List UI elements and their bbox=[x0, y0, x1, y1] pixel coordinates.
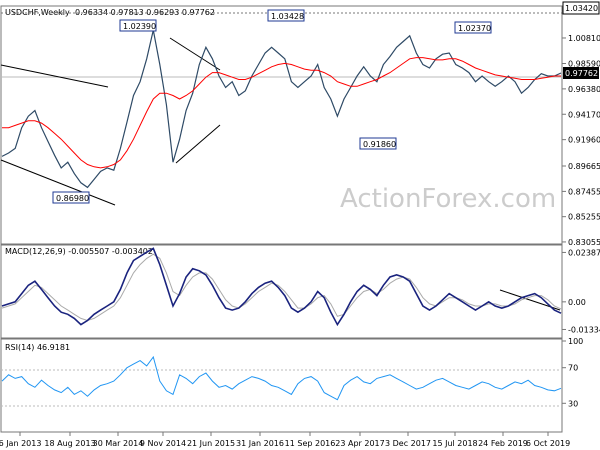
rsi-plot-area bbox=[0, 338, 563, 433]
macd-tick-label: -0.013346 bbox=[568, 325, 600, 334]
trendline-lower-left bbox=[0, 159, 116, 206]
x-tick-label: 15 Jul 2018 bbox=[432, 439, 477, 448]
current-price-marker bbox=[563, 66, 599, 79]
price-tick-label: 0.96380 bbox=[568, 85, 600, 94]
rsi-tick-label: 70 bbox=[568, 364, 578, 373]
price-tick-label: 0.89665 bbox=[568, 162, 600, 171]
annotation-label: 0.91860 bbox=[363, 140, 396, 149]
price-tick-label: 1.03420 bbox=[565, 4, 598, 13]
annotation-box bbox=[267, 9, 305, 22]
trendline-upper-mid bbox=[169, 37, 221, 71]
annotation-box bbox=[359, 137, 397, 150]
macd-panel: MACD(12,26,9) -0.005507 -0.003402 0.0238… bbox=[0, 244, 600, 339]
series-line-rsi bbox=[1, 355, 562, 401]
macd-y-axis: 0.023873 0.00 -0.013346 bbox=[562, 248, 600, 334]
price-tick-label: 0.91960 bbox=[568, 136, 600, 145]
annotation-label: 1.02390 bbox=[123, 22, 156, 31]
price-tick-label: 0.87455 bbox=[568, 187, 600, 196]
x-tick-label: 3 Dec 2017 bbox=[385, 439, 431, 448]
rsi-series-group bbox=[1, 355, 562, 401]
annotation-label: 1.03428 bbox=[271, 12, 304, 21]
annotation-label: 1.02370 bbox=[458, 24, 491, 33]
annotation-label: 0.86980 bbox=[56, 194, 89, 203]
trendline-upper-left bbox=[0, 64, 109, 88]
x-tick-label: 11 Sep 2016 bbox=[285, 439, 336, 448]
x-tick-label: 31 Jan 2016 bbox=[236, 439, 284, 448]
series-line-price bbox=[1, 29, 562, 189]
rsi-y-axis: 100 70 30 bbox=[562, 337, 583, 408]
price-tick-label: 0.98590 bbox=[568, 59, 600, 68]
x-tick-label: 21 Jun 2015 bbox=[187, 439, 235, 448]
price-panel: USDCHF,Weekly 0.96334 0.97813 0.96293 0.… bbox=[0, 1, 600, 247]
trendline-lower-mid bbox=[175, 124, 221, 164]
x-tick-label: 9 Nov 2014 bbox=[140, 439, 186, 448]
series-line-ma bbox=[2, 57, 561, 169]
macd-tick-label: 0.00 bbox=[568, 298, 586, 307]
annotation-box bbox=[119, 19, 157, 32]
rsi-tick-label: 100 bbox=[568, 337, 583, 346]
price-tick-label: 0.94170 bbox=[568, 110, 600, 119]
x-tick-label: 6 Jan 2013 bbox=[0, 439, 41, 448]
price-tick-label: 1.00810 bbox=[568, 34, 600, 43]
macd-header: MACD(12,26,9) -0.005507 -0.003402 bbox=[5, 247, 153, 256]
rsi-tick-label: 30 bbox=[568, 399, 578, 408]
x-tick-label: 24 Feb 2019 bbox=[478, 439, 528, 448]
x-tick-label: 6 Oct 2019 bbox=[526, 439, 570, 448]
price-series-group bbox=[1, 29, 562, 189]
watermark: ActionForex.com bbox=[340, 184, 556, 214]
rsi-panel: RSI(14) 46.9181 100 70 30 bbox=[0, 337, 583, 433]
level-marker bbox=[562, 1, 600, 15]
price-annotation-group: 1.02390 1.03428 1.02370 0.91860 0.86980 bbox=[52, 9, 492, 204]
price-tick-label: 0.85255 bbox=[568, 213, 600, 222]
price-tick-label: 0.83055 bbox=[568, 238, 600, 247]
x-tick-label: 23 Apr 2017 bbox=[335, 439, 384, 448]
x-tick-label: 30 Mar 2014 bbox=[93, 439, 144, 448]
series-line-macd bbox=[1, 247, 562, 327]
rsi-header: RSI(14) 46.9181 bbox=[5, 343, 70, 352]
macd-series-group bbox=[1, 247, 562, 327]
series-line-signal bbox=[1, 253, 562, 322]
annotation-box bbox=[454, 21, 492, 34]
annotation-box bbox=[52, 191, 90, 204]
price-header-ohlc: 0.96334 0.97813 0.96293 0.97762 bbox=[75, 8, 215, 17]
price-tick-label: 0.97762 bbox=[565, 69, 598, 78]
macd-tick-label: 0.023873 bbox=[568, 248, 600, 257]
price-plot-area bbox=[0, 5, 563, 245]
x-tick-label: 18 Aug 2013 bbox=[44, 439, 95, 448]
